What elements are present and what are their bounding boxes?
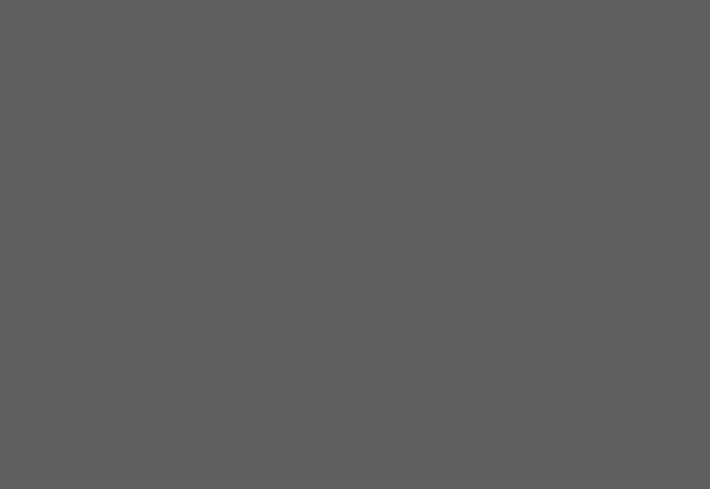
figure bbox=[0, 0, 710, 489]
figure-background bbox=[0, 0, 710, 489]
